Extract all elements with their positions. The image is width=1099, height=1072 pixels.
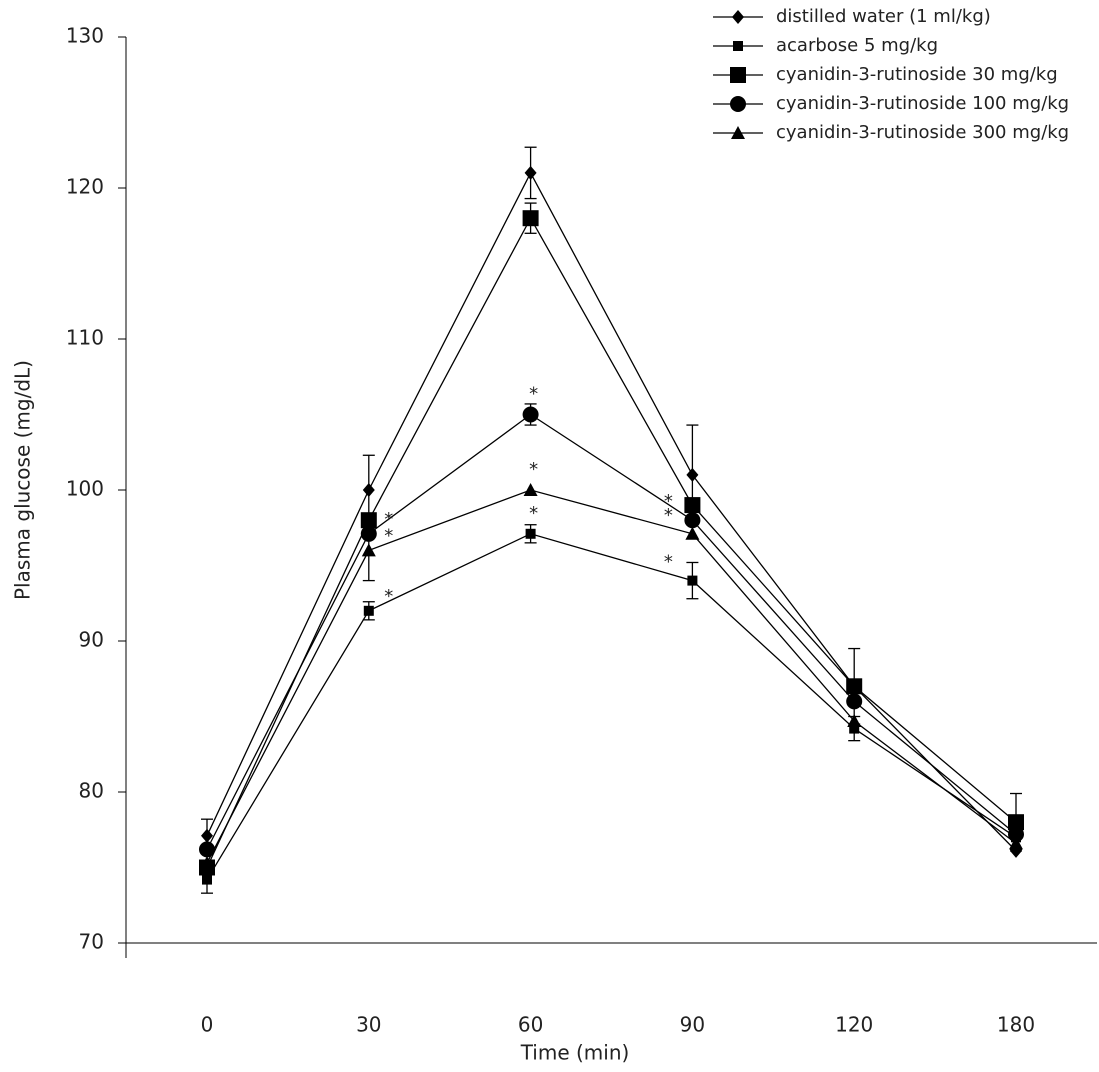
y-tick-label: 100 bbox=[66, 477, 104, 501]
significance-mark: * bbox=[664, 552, 673, 573]
data-point bbox=[525, 528, 536, 539]
significance-mark: * bbox=[664, 505, 673, 526]
y-tick-label: 120 bbox=[66, 175, 104, 199]
y-tick-label: 110 bbox=[66, 326, 104, 350]
x-tick-label: 120 bbox=[835, 1013, 873, 1037]
legend-label: acarbose 5 mg/kg bbox=[776, 35, 938, 56]
data-point bbox=[524, 165, 537, 180]
y-axis-title: Plasma glucose (mg/dL) bbox=[11, 360, 35, 600]
legend-marker bbox=[731, 126, 745, 139]
data-point bbox=[1008, 814, 1024, 831]
data-point bbox=[361, 543, 376, 557]
y-tick-label: 130 bbox=[66, 24, 104, 48]
significance-mark: * bbox=[384, 586, 393, 607]
data-point bbox=[685, 526, 700, 540]
legend-marker bbox=[732, 10, 744, 24]
y-tick-label: 80 bbox=[79, 779, 104, 803]
data-point bbox=[201, 828, 213, 843]
data-point bbox=[686, 467, 699, 482]
data-point bbox=[684, 512, 701, 529]
data-point bbox=[360, 512, 377, 529]
series-line bbox=[206, 489, 1017, 864]
series-line bbox=[206, 413, 1017, 850]
data-point bbox=[846, 678, 863, 695]
series-line bbox=[206, 533, 1017, 880]
y-tick-label: 70 bbox=[79, 930, 104, 954]
legend-marker bbox=[730, 96, 746, 112]
series-line bbox=[206, 216, 1017, 868]
data-point bbox=[849, 723, 860, 734]
significance-mark: * bbox=[384, 525, 393, 546]
legend-label: cyanidin-3-rutinoside 30 mg/kg bbox=[776, 64, 1058, 85]
data-point bbox=[202, 874, 212, 885]
data-point bbox=[522, 406, 539, 423]
legend-marker bbox=[733, 41, 743, 51]
y-tick-label: 90 bbox=[79, 628, 104, 652]
x-tick-label: 60 bbox=[518, 1013, 543, 1037]
x-tick-label: 30 bbox=[356, 1013, 381, 1037]
data-point bbox=[199, 841, 215, 858]
legend-marker bbox=[730, 67, 746, 83]
data-point bbox=[360, 525, 377, 542]
data-point bbox=[684, 497, 701, 514]
data-point bbox=[1009, 836, 1023, 850]
significance-mark: * bbox=[529, 503, 538, 524]
x-axis-title: Time (min) bbox=[520, 1041, 630, 1065]
significance-mark: * bbox=[384, 509, 393, 530]
data-point bbox=[687, 575, 698, 586]
x-tick-label: 0 bbox=[201, 1013, 214, 1037]
data-point bbox=[847, 714, 862, 728]
significance-mark: * bbox=[529, 459, 538, 480]
data-point bbox=[523, 483, 538, 496]
x-tick-label: 90 bbox=[680, 1013, 705, 1037]
significance-mark: * bbox=[664, 491, 673, 512]
data-point bbox=[200, 855, 214, 869]
data-point bbox=[522, 210, 539, 227]
data-point bbox=[846, 693, 863, 710]
legend-label: cyanidin-3-rutinoside 300 mg/kg bbox=[776, 122, 1069, 143]
significance-mark: * bbox=[529, 384, 538, 405]
legend-label: cyanidin-3-rutinoside 100 mg/kg bbox=[776, 93, 1069, 114]
data-point bbox=[363, 605, 374, 616]
x-tick-label: 180 bbox=[997, 1013, 1035, 1037]
data-point bbox=[362, 483, 375, 497]
data-point bbox=[1008, 826, 1024, 843]
series-line bbox=[206, 171, 1017, 852]
legend-label: distilled water (1 ml/kg) bbox=[776, 6, 991, 27]
